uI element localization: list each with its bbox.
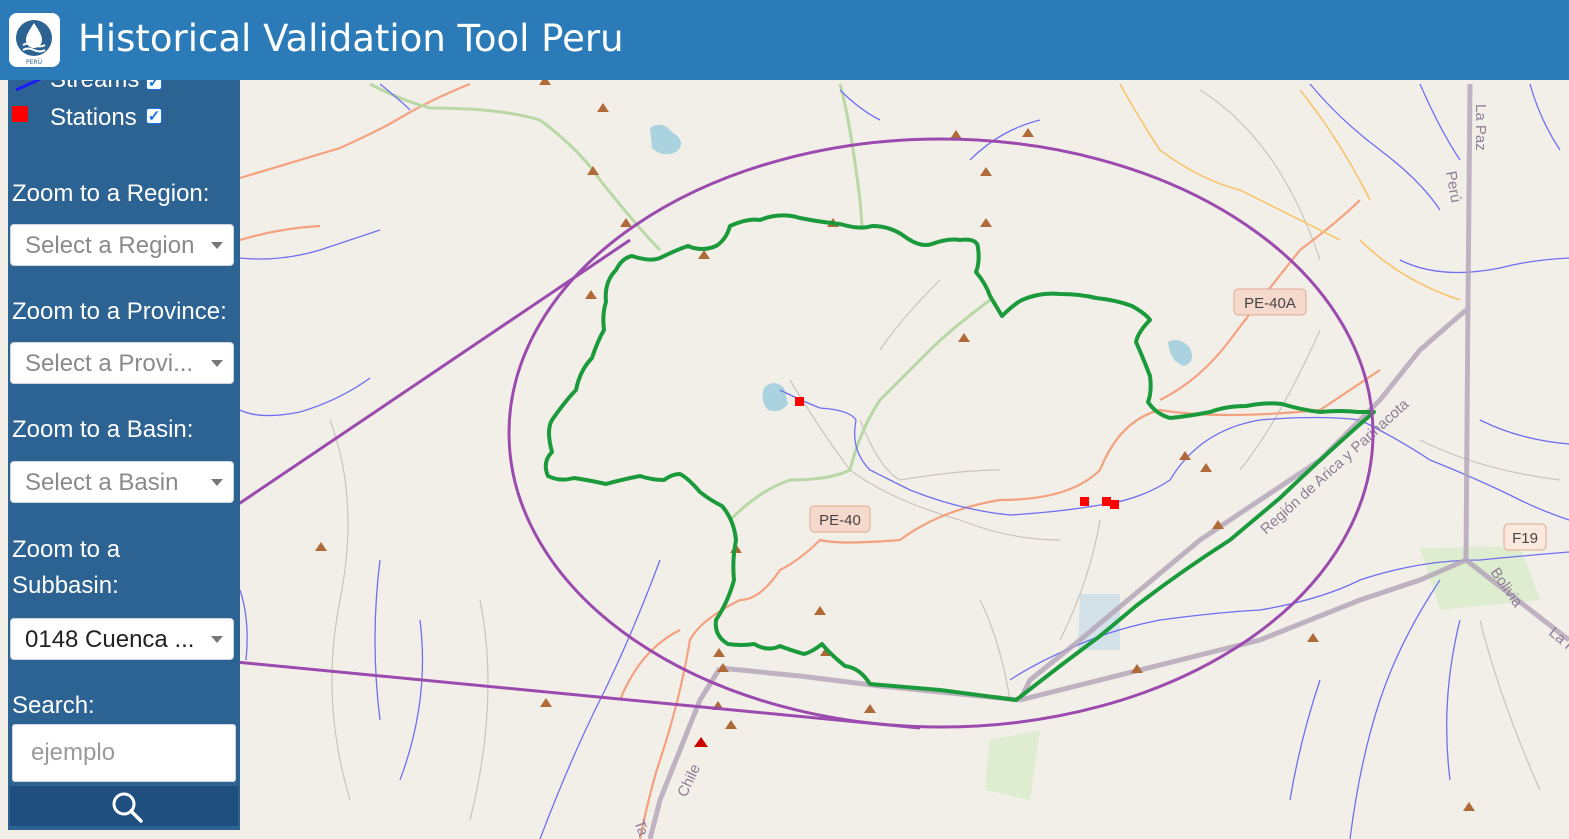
app-logo: PERÚ: [9, 13, 60, 67]
road-shield-f19: F19: [1503, 523, 1547, 551]
lake: [1168, 340, 1192, 366]
lake: [650, 124, 682, 155]
stations-checkbox[interactable]: ✓: [146, 108, 162, 125]
layer-toggle-stations: Stations ✓: [8, 102, 240, 134]
subbasin-select[interactable]: 0148 Cuenca ...: [10, 618, 234, 660]
basin-select-text: Select a Basin: [25, 469, 179, 496]
road-shield-pe40a: PE-40A: [1233, 288, 1307, 316]
sidebar: Streams ✓ Stations ✓ Zoom to a Region: S…: [8, 80, 240, 830]
road-shield-pe40: PE-40: [809, 505, 871, 533]
province-select[interactable]: Select a Provi...: [10, 342, 234, 384]
summit-marker: [694, 737, 708, 747]
chevron-down-icon: [211, 479, 223, 486]
streams-checkbox[interactable]: ✓: [146, 80, 162, 91]
layer-toggle-streams: Streams ✓: [8, 80, 240, 96]
search-button[interactable]: [10, 786, 238, 826]
road-label-pe40a: PE-40A: [1244, 295, 1296, 312]
search-label: Search:: [12, 692, 95, 719]
province-select-text: Select a Provi...: [25, 350, 194, 377]
stations-legend-icon: [12, 106, 28, 122]
region-select[interactable]: Select a Region: [10, 224, 234, 266]
app-title: Historical Validation Tool Peru: [78, 17, 624, 60]
zoom-subbasin-label: Zoom to a Subbasin:: [12, 536, 121, 599]
basin-select[interactable]: Select a Basin: [10, 461, 234, 503]
wetland: [985, 730, 1040, 800]
zoom-basin-label: Zoom to a Basin:: [12, 416, 194, 443]
subbasin-select-text: 0148 Cuenca ...: [25, 626, 195, 653]
chevron-down-icon: [211, 636, 223, 643]
road-label-pe40: PE-40: [819, 512, 861, 529]
minor-roads: [329, 89, 1561, 821]
station-marker[interactable]: [795, 397, 804, 406]
zoom-province-label: Zoom to a Province:: [12, 298, 227, 325]
road-label-f19: F19: [1512, 530, 1538, 547]
secondary-roads: [1119, 83, 1461, 301]
stations-label: Stations: [50, 104, 137, 131]
map-label-la-paz: La Paz: [1472, 104, 1489, 151]
station-markers: [795, 397, 1119, 509]
map-label-peru: Perú: [1442, 170, 1464, 204]
subbasin-outline: [543, 213, 1376, 702]
streams-label: Streams: [50, 80, 139, 96]
logo-text: PERÚ: [26, 59, 42, 66]
map-label-ta: Ta: [630, 818, 652, 839]
app-header: PERÚ Historical Validation Tool Peru: [0, 0, 1569, 80]
lake: [762, 383, 788, 412]
station-marker[interactable]: [1080, 497, 1089, 506]
chevron-down-icon: [211, 242, 223, 249]
chevron-down-icon: [211, 360, 223, 367]
trails: [369, 82, 991, 522]
station-marker[interactable]: [1110, 500, 1119, 509]
peaks: [315, 76, 1475, 811]
search-icon: [112, 792, 143, 823]
region-select-text: Select a Region: [25, 232, 195, 259]
zoom-region-label: Zoom to a Region:: [12, 180, 210, 207]
station-marker[interactable]: [1102, 497, 1111, 506]
search-input[interactable]: [12, 724, 236, 782]
streams-legend-icon: [15, 80, 42, 92]
